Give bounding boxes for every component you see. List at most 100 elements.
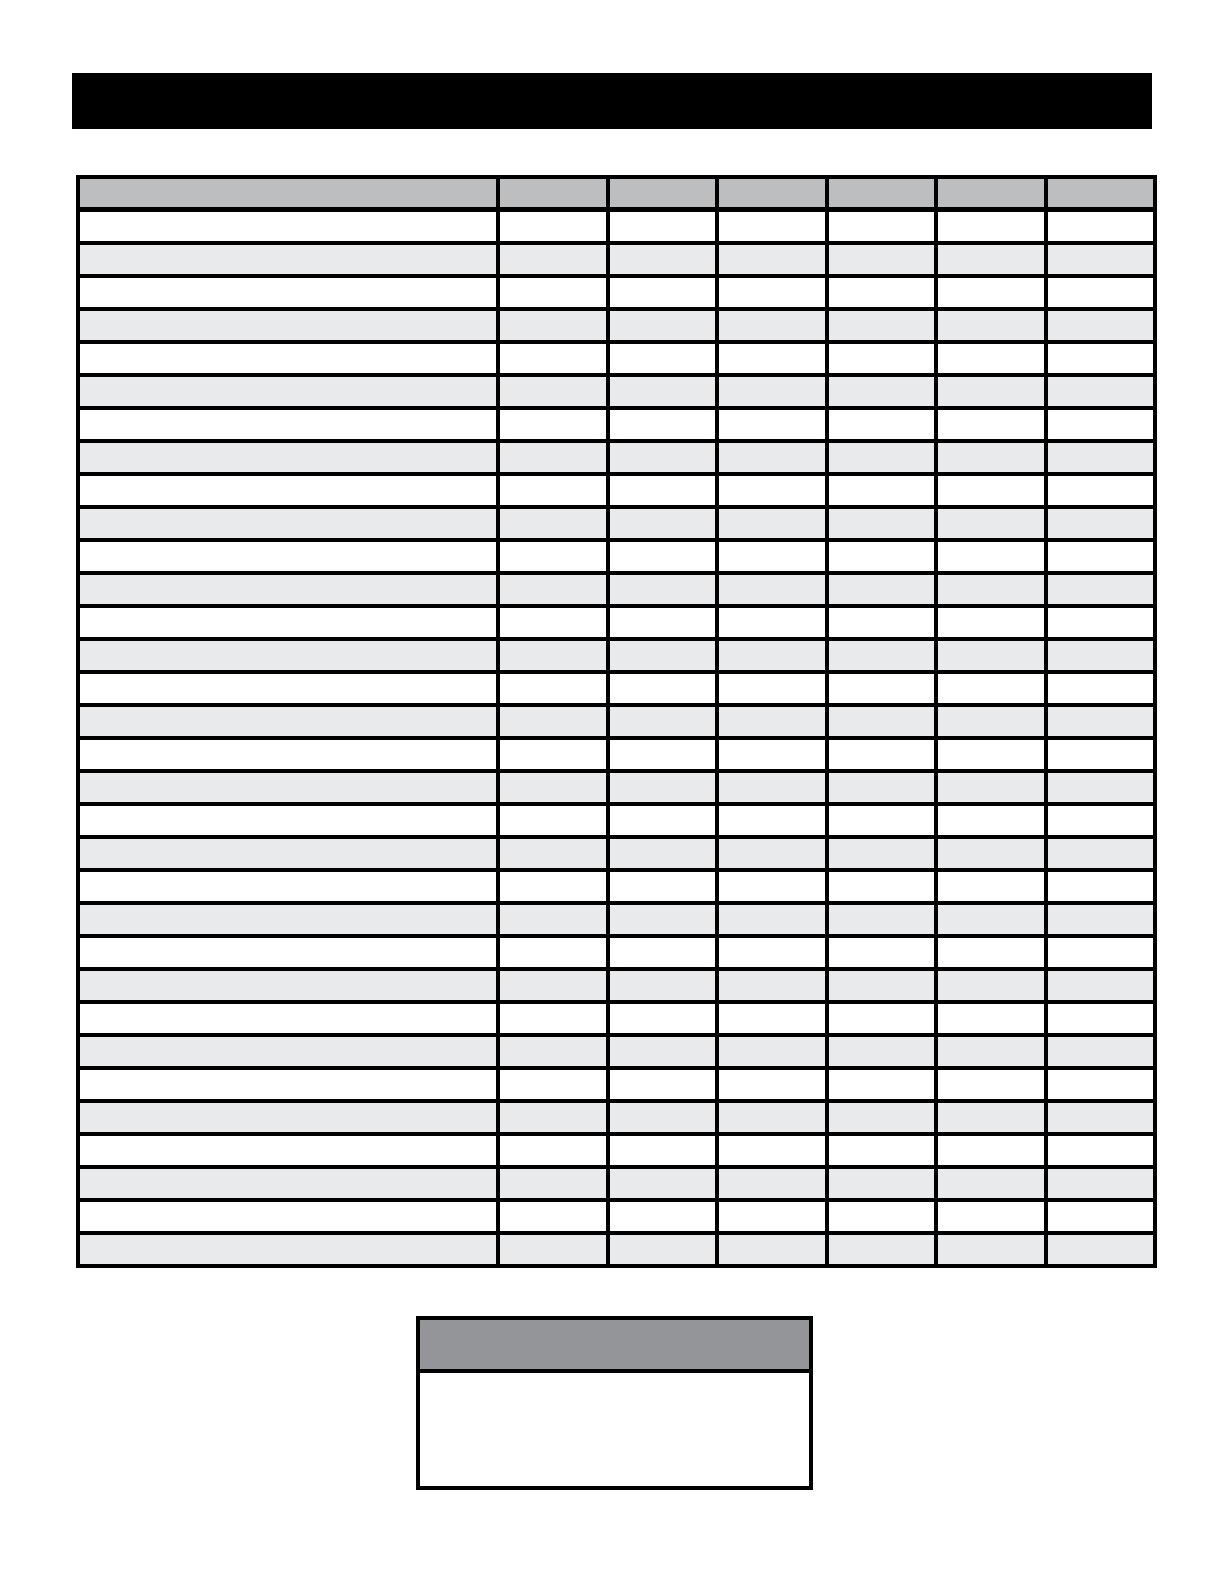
table-cell — [76, 241, 500, 278]
table-cell — [76, 967, 500, 1004]
table-cell — [496, 1066, 610, 1103]
table-cell — [934, 307, 1048, 344]
table-cell — [605, 604, 719, 641]
table-cell — [715, 1000, 829, 1037]
table-cell — [715, 868, 829, 905]
table-cell — [934, 835, 1048, 872]
table-cell — [76, 340, 500, 377]
table-header-cell — [824, 175, 938, 212]
table-cell — [824, 439, 938, 476]
table-cell — [934, 1198, 1048, 1235]
table-cell — [715, 307, 829, 344]
table-cell — [1043, 538, 1157, 575]
table-cell — [934, 406, 1048, 443]
table-cell — [1043, 340, 1157, 377]
table-cell — [76, 439, 500, 476]
table-cell — [824, 802, 938, 839]
table-cell — [1043, 241, 1157, 278]
table-cell — [1043, 1000, 1157, 1037]
table-cell — [605, 637, 719, 674]
table-cell — [715, 439, 829, 476]
table-cell — [605, 901, 719, 938]
table-cell — [605, 670, 719, 707]
table-cell — [76, 1099, 500, 1136]
table-cell — [934, 1132, 1048, 1169]
table-cell — [76, 1066, 500, 1103]
table-cell — [824, 1066, 938, 1103]
table-cell — [605, 571, 719, 608]
table-cell — [1043, 472, 1157, 509]
table-cell — [496, 340, 610, 377]
table-cell — [1043, 1033, 1157, 1070]
table-cell — [715, 736, 829, 773]
table-cell — [1043, 373, 1157, 410]
table-row — [76, 274, 1157, 311]
table-cell — [824, 406, 938, 443]
table-cell — [76, 538, 500, 575]
table-cell — [715, 207, 829, 245]
table-row — [76, 472, 1157, 509]
table-cell — [496, 1198, 610, 1235]
table-row — [76, 802, 1157, 839]
table-row — [76, 505, 1157, 542]
table-cell — [934, 736, 1048, 773]
table-cell — [605, 307, 719, 344]
table-cell — [824, 901, 938, 938]
table-cell — [605, 802, 719, 839]
table-cell — [934, 340, 1048, 377]
table-cell — [934, 1099, 1048, 1136]
table-cell — [76, 472, 500, 509]
table-row — [76, 439, 1157, 476]
table-cell — [76, 274, 500, 311]
table-header-cell — [76, 175, 500, 212]
table-cell — [1043, 1231, 1157, 1268]
table-cell — [76, 207, 500, 245]
table-header-row — [76, 175, 1157, 212]
table-cell — [715, 241, 829, 278]
table-cell — [496, 241, 610, 278]
table-row — [76, 1000, 1157, 1037]
table-cell — [76, 637, 500, 674]
table-cell — [934, 1165, 1048, 1202]
table-cell — [715, 604, 829, 641]
table-cell — [1043, 1132, 1157, 1169]
table-cell — [824, 1033, 938, 1070]
table-cell — [76, 769, 500, 806]
table-cell — [824, 868, 938, 905]
table-cell — [1043, 505, 1157, 542]
table-cell — [1043, 439, 1157, 476]
table-cell — [605, 241, 719, 278]
table-cell — [1043, 571, 1157, 608]
table-row — [76, 307, 1157, 344]
table-cell — [76, 901, 500, 938]
table-cell — [715, 802, 829, 839]
table-cell — [76, 1000, 500, 1037]
table-cell — [76, 1231, 500, 1268]
table-cell — [1043, 604, 1157, 641]
table-cell — [1043, 406, 1157, 443]
table-cell — [1043, 1198, 1157, 1235]
table-cell — [934, 604, 1048, 641]
table-row — [76, 1132, 1157, 1169]
table-row — [76, 340, 1157, 377]
table-row — [76, 934, 1157, 971]
table-cell — [76, 670, 500, 707]
table-row — [76, 670, 1157, 707]
table-cell — [824, 934, 938, 971]
table-row — [76, 703, 1157, 740]
table-cell — [605, 1099, 719, 1136]
table-cell — [76, 571, 500, 608]
table-cell — [934, 1000, 1048, 1037]
table-cell — [824, 241, 938, 278]
table-cell — [1043, 1066, 1157, 1103]
table-cell — [496, 835, 610, 872]
table-cell — [824, 769, 938, 806]
table-cell — [496, 637, 610, 674]
table-cell — [824, 703, 938, 740]
table-cell — [1043, 769, 1157, 806]
table-cell — [1043, 637, 1157, 674]
table-row — [76, 769, 1157, 806]
table-cell — [76, 802, 500, 839]
table-cell — [496, 1000, 610, 1037]
table-cell — [934, 1066, 1048, 1103]
